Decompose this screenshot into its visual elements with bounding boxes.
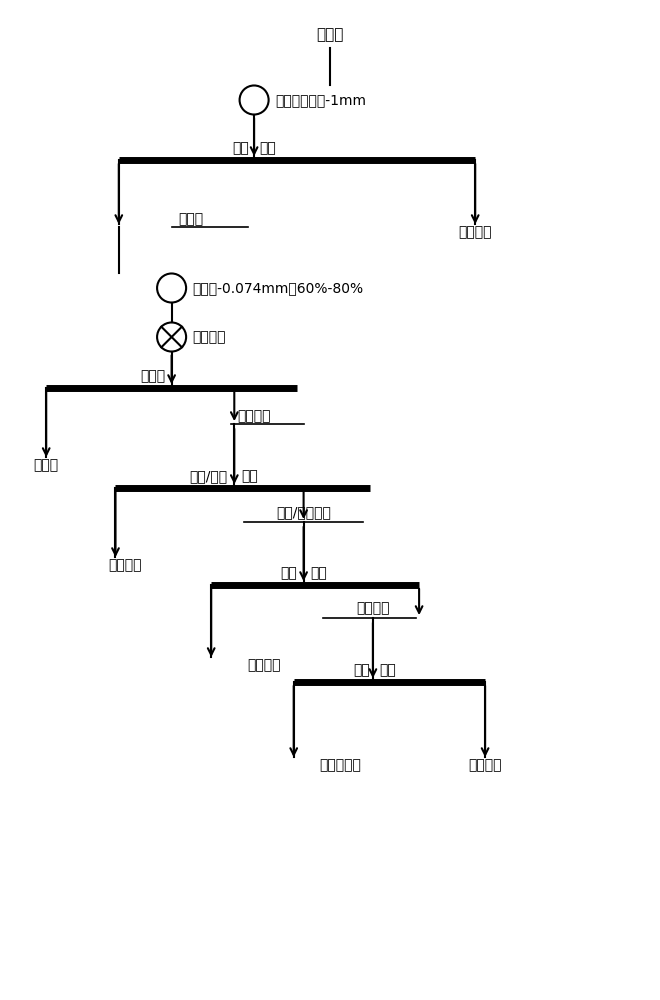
Text: 磁选: 磁选 [241, 469, 257, 483]
Text: 浮磷药剂: 浮磷药剂 [193, 330, 226, 344]
Text: 破碎或磨矿至-1mm: 破碎或磨矿至-1mm [275, 93, 366, 107]
Text: 螺旋: 螺旋 [232, 141, 249, 155]
Text: 螺旋尾矿: 螺旋尾矿 [459, 225, 492, 239]
Text: 粗精矿: 粗精矿 [178, 212, 203, 226]
Text: 摇床: 摇床 [353, 663, 370, 677]
Text: 烧绿石精矿: 烧绿石精矿 [319, 758, 361, 772]
Text: 原　矿: 原 矿 [316, 27, 344, 42]
Text: 重选: 重选 [379, 663, 396, 677]
Text: 强磁: 强磁 [280, 566, 297, 580]
Text: 重选: 重选 [259, 141, 276, 155]
Text: 磁铁精矿: 磁铁精矿 [109, 558, 142, 572]
Text: 弱磁/中磁: 弱磁/中磁 [189, 469, 228, 483]
Text: 强磁产品: 强磁产品 [248, 658, 280, 672]
Text: 磨矿至-0.074mm占60%-80%: 磨矿至-0.074mm占60%-80% [193, 281, 364, 295]
Text: 摇床尾矿: 摇床尾矿 [469, 758, 502, 772]
Text: 磷精矿: 磷精矿 [34, 458, 59, 472]
Text: 浮　磷: 浮 磷 [140, 369, 165, 383]
Text: 弱磁/中磁尾矿: 弱磁/中磁尾矿 [276, 505, 331, 519]
Text: 强磁尾矿: 强磁尾矿 [356, 601, 389, 615]
Text: 磁选: 磁选 [310, 566, 327, 580]
Text: 浮磷尾矿: 浮磷尾矿 [238, 409, 271, 423]
